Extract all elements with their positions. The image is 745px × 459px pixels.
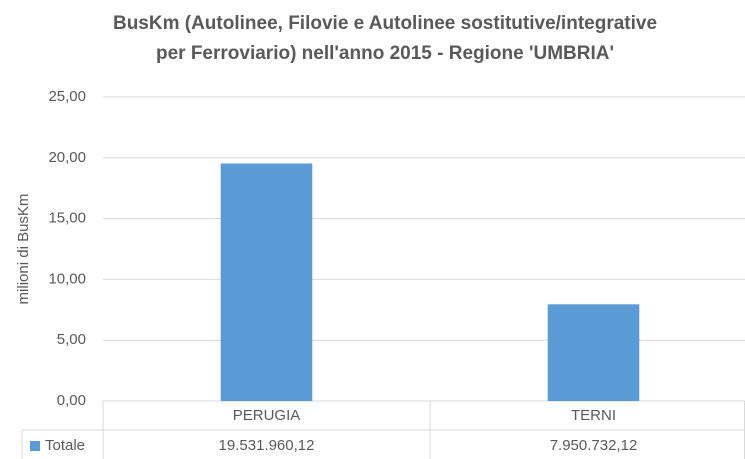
- y-tick-label: 10,00: [48, 270, 86, 287]
- table-value: 7.950.732,12: [550, 437, 638, 454]
- chart-title: per Ferroviario) nell'anno 2015 - Region…: [156, 43, 614, 64]
- x-tick-label: TERNI: [571, 407, 616, 424]
- chart-title: BusKm (Autolinee, Filovie e Autolinee so…: [113, 13, 657, 34]
- y-tick-label: 25,00: [48, 88, 86, 105]
- x-tick-label: PERUGIA: [233, 407, 301, 424]
- y-tick-label: 5,00: [57, 331, 86, 348]
- y-tick-label: 0,00: [57, 392, 86, 409]
- table-value: 19.531.960,12: [219, 437, 315, 454]
- bar: [547, 304, 640, 401]
- y-tick-label: 20,00: [48, 149, 86, 166]
- bar: [220, 163, 313, 401]
- legend-label: Totale: [45, 437, 85, 454]
- y-tick-label: 15,00: [48, 210, 86, 227]
- y-axis-label: milioni di BusKm: [15, 194, 32, 305]
- legend-swatch: [30, 441, 40, 451]
